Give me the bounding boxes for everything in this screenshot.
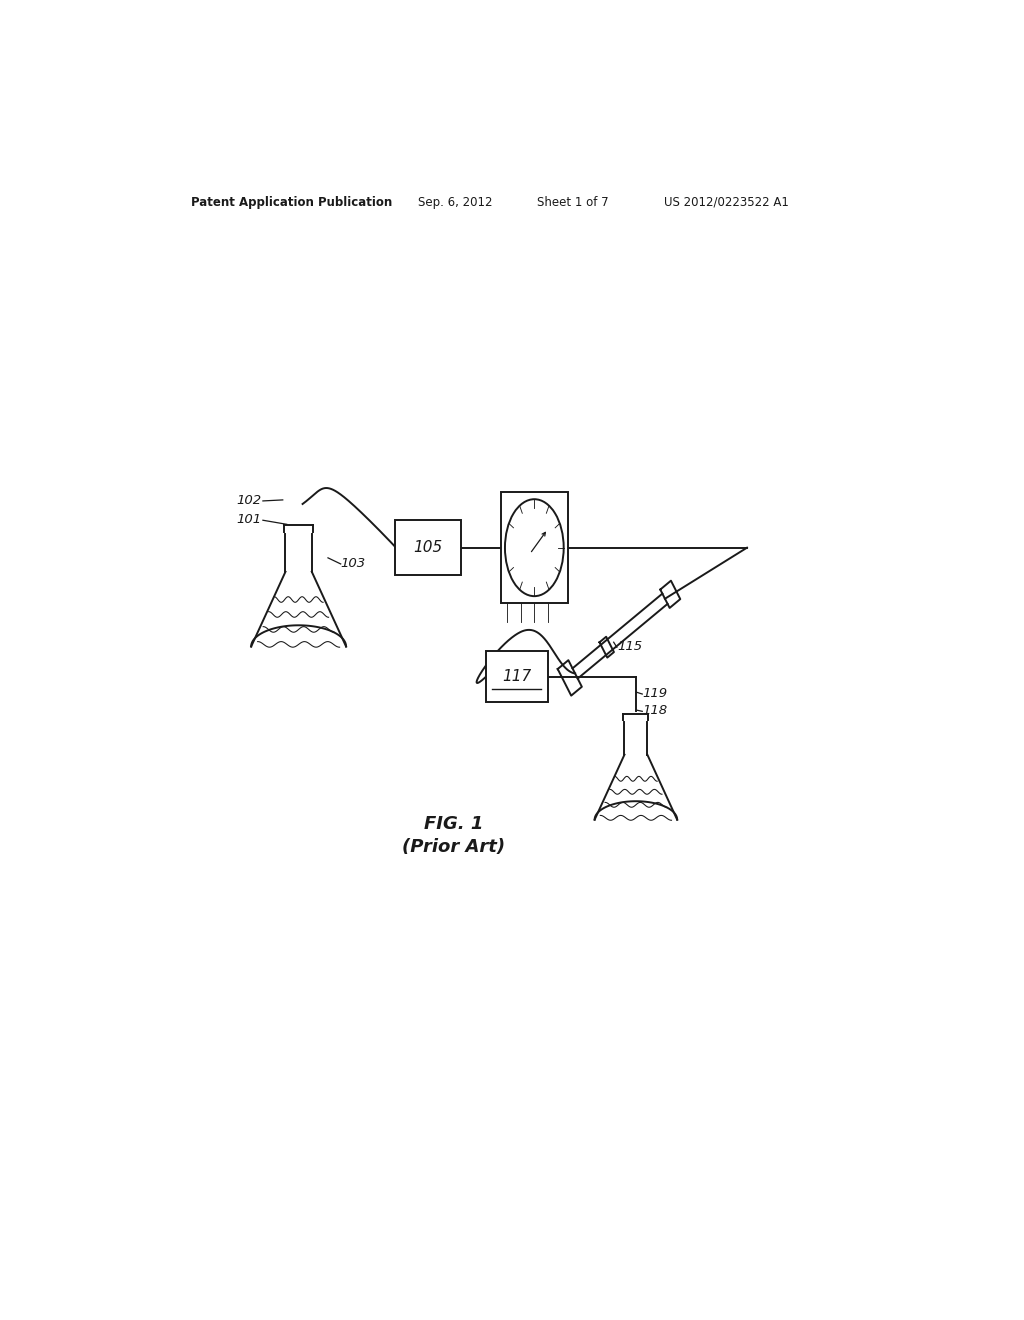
Text: 115: 115: [617, 640, 643, 653]
Text: 117: 117: [502, 669, 531, 684]
Text: 101: 101: [237, 513, 262, 527]
Text: Sep. 6, 2012: Sep. 6, 2012: [418, 195, 493, 209]
Text: 102: 102: [237, 494, 262, 507]
Text: (Prior Art): (Prior Art): [401, 837, 505, 855]
Bar: [486, 651, 548, 702]
Text: 119: 119: [642, 688, 668, 700]
Bar: [501, 492, 568, 603]
Ellipse shape: [505, 499, 563, 597]
Text: 110: 110: [532, 568, 558, 581]
Text: FIG. 1: FIG. 1: [424, 816, 483, 833]
Text: 105: 105: [414, 540, 442, 556]
Text: US 2012/0223522 A1: US 2012/0223522 A1: [664, 195, 788, 209]
Text: Patent Application Publication: Patent Application Publication: [191, 195, 393, 209]
Bar: [395, 520, 461, 576]
Text: 118: 118: [642, 705, 668, 717]
Text: Sheet 1 of 7: Sheet 1 of 7: [537, 195, 608, 209]
Text: 103: 103: [341, 557, 366, 570]
